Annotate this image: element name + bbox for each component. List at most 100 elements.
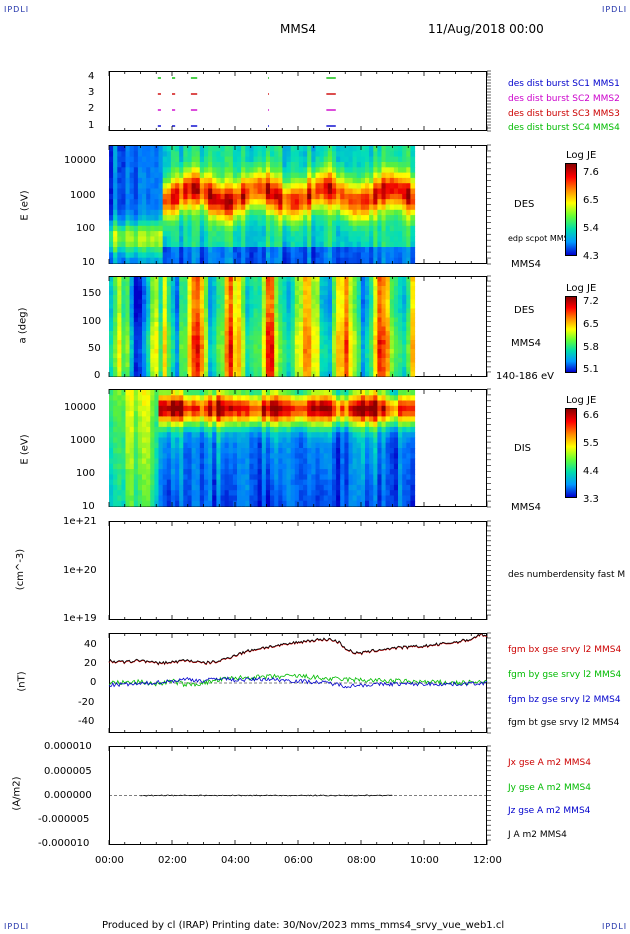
spectrogram-cell [319,426,325,433]
spectrogram-cell [245,193,250,200]
spectrogram-cell [265,204,271,211]
spectrogram-cell [170,484,176,491]
spectrogram-cell [406,390,411,396]
spectrogram-cell [360,304,366,310]
spectrogram-cell [294,257,300,264]
spectrogram-cell [311,335,316,341]
spectrogram-cell [294,326,300,332]
spectrogram-cell [406,299,411,305]
spectrogram-cell [208,358,213,364]
spectrogram-cell [257,286,263,292]
spectrogram-cell [410,215,416,221]
spectrogram-cell [195,209,201,216]
spectrogram-cell [208,162,213,168]
spectrogram-cell [257,146,263,152]
spectrogram-cell [369,313,374,319]
spectrogram-cell [150,367,155,373]
spectrogram-cell [241,317,246,323]
spectrogram-cell [220,405,226,412]
spectrogram-cell [294,193,300,200]
spectrogram-cell [113,405,118,412]
spectrogram-cell [336,344,341,350]
spectrogram-cell [150,286,155,292]
spectrogram-cell [315,453,321,460]
spectrogram-cell [315,495,321,502]
spectrogram-cell [278,247,283,253]
spectrogram-cell [175,313,180,319]
spectrogram-cell [348,199,354,206]
spectrogram-cell [261,290,267,296]
spectrogram-cell [162,209,168,216]
spectrogram-cell [162,295,168,301]
spectrogram-cell [179,220,184,227]
spectrogram-cell [406,479,411,486]
spectrogram-cell [183,484,188,491]
spectrogram-cell [348,340,354,346]
spectrogram-cell [137,448,143,454]
spectrogram-cell [199,220,205,227]
spectrogram-cell [410,326,416,332]
spectrogram-cell [249,432,255,439]
spectrogram-cell [117,172,122,179]
spectrogram-cell [216,437,222,444]
spectrogram-cell [274,299,279,305]
spectrogram-cell [356,304,362,310]
spectrogram-cell [237,463,242,470]
spectrogram-cell [402,411,407,417]
spectrogram-cell [265,331,271,337]
spectrogram-cell [249,225,255,232]
spectrogram-cell [117,177,122,184]
spectrogram-cell [406,353,411,359]
spectrogram-cell [170,225,176,232]
spectrogram-cell [402,474,407,481]
spectrogram-cell [121,231,127,237]
spectrogram-cell [204,183,209,190]
spectrogram-cell [360,209,366,216]
spectrogram-cell [237,371,242,377]
spectrogram-cell [377,326,383,332]
spectrogram-cell [121,277,127,283]
spectrogram-cell [274,367,279,373]
des-pitch-instrument: DES [514,305,535,316]
spectrogram-cell [336,469,341,475]
spectrogram-cell [113,281,118,287]
spectrogram-cell [117,500,122,507]
spectrogram-cell [290,421,296,428]
spectrogram-cell [158,458,164,465]
spectrogram-cell [303,390,308,396]
spectrogram-cell [410,349,416,355]
spectrogram-cell [307,167,312,174]
spectrogram-cell [282,257,288,264]
spectrogram-cell [253,479,259,486]
spectrogram-cell [237,362,242,368]
spectrogram-cell [290,344,296,350]
spectrogram-cell [166,448,172,454]
spectrogram-cell [133,367,139,373]
spectrogram-cell [274,188,279,195]
spectrogram-cell [183,252,188,259]
spectrogram-cell [377,362,383,368]
spectrogram-cell [340,257,345,264]
spectrogram-cell [183,326,188,332]
time-tick: 06:00 [284,855,313,866]
spectrogram-cell [282,426,288,433]
time-tick: 10:00 [410,855,439,866]
spectrogram-cell [410,257,416,264]
spectrogram-cell [286,349,292,355]
spectrogram-cell [237,225,242,232]
spectrogram-cell [327,395,333,402]
spectrogram-cell [129,474,135,481]
spectrogram-cell [257,395,263,402]
spectrogram-cell [208,220,213,227]
spectrogram-cell [265,463,271,470]
spectrogram-cell [393,495,399,502]
spectrogram-cell [377,448,383,454]
spectrogram-cell [146,162,151,168]
spectrogram-cell [307,313,312,319]
spectrogram-cell [117,469,122,475]
spectrogram-cell [220,442,226,449]
spectrogram-cell [356,313,362,319]
bfield-ytick: -20 [78,697,95,708]
spectrogram-cell [327,215,333,221]
spectrogram-cell [232,448,238,454]
